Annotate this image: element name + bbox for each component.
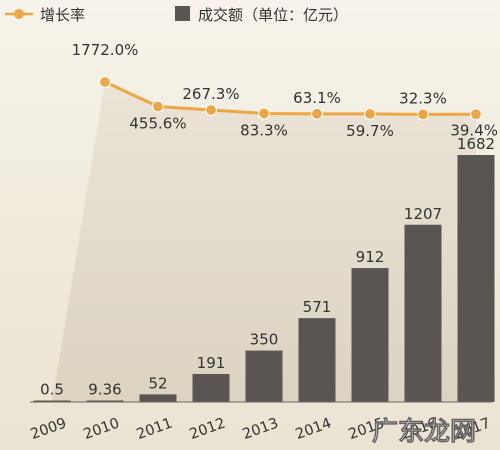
growth-dot-2017 xyxy=(469,108,483,121)
bar-label-2014: 571 xyxy=(303,298,332,316)
bar-label-2010: 9.36 xyxy=(88,381,121,399)
growth-label-2015: 59.7% xyxy=(346,122,394,140)
bar-label-2012: 191 xyxy=(197,354,226,372)
legend-item-growth: 增长率 xyxy=(5,6,85,24)
growth-label-2016: 32.3% xyxy=(399,89,447,107)
bar-labels: 0.5 9.36 52 191 350 571 912 1207 1682 xyxy=(40,135,495,399)
growth-dot-2011 xyxy=(151,100,165,113)
legend-growth-label: 增长率 xyxy=(40,6,85,24)
legend-dot-swatch xyxy=(14,9,24,19)
growth-dot-2016 xyxy=(416,108,430,121)
bars xyxy=(33,155,495,402)
legend: 增长率 成交额（单位：亿元） xyxy=(5,6,348,24)
growth-label-2013: 83.3% xyxy=(240,121,288,139)
bar-2013 xyxy=(245,350,283,402)
bar-label-2017: 1682 xyxy=(457,135,495,153)
bar-2010 xyxy=(86,400,124,402)
bar-2011 xyxy=(139,394,177,402)
growth-dot-2013 xyxy=(257,107,271,120)
legend-item-volume: 成交额（单位：亿元） xyxy=(175,6,348,24)
growth-dot-2010 xyxy=(98,75,112,89)
growth-label-2017: 39.4% xyxy=(450,121,498,139)
growth-line xyxy=(104,80,477,116)
legend-volume-label: 成交额（单位：亿元） xyxy=(198,6,348,24)
bar-label-2015: 912 xyxy=(356,248,385,266)
watermark: 广东龙网 xyxy=(372,416,476,447)
legend-bar-swatch xyxy=(175,6,190,21)
bar-2009 xyxy=(33,400,71,402)
bar-2015 xyxy=(351,268,389,402)
bar-label-2016: 1207 xyxy=(404,205,442,223)
bar-2014 xyxy=(298,318,336,402)
growth-label-2012: 267.3% xyxy=(182,85,239,103)
bar-label-2009: 0.5 xyxy=(40,381,64,399)
growth-label-2010: 1772.0% xyxy=(72,41,139,59)
bar-2016 xyxy=(404,224,442,402)
growth-dot-2014 xyxy=(310,107,324,120)
bar-2017 xyxy=(457,155,495,402)
growth-dot-2015 xyxy=(363,107,377,120)
growth-label-2011: 455.6% xyxy=(129,115,186,133)
bar-2012 xyxy=(192,373,230,402)
bar-label-2011: 52 xyxy=(148,374,167,392)
growth-label-2014: 63.1% xyxy=(293,89,341,107)
bar-label-2013: 350 xyxy=(250,331,279,349)
growth-labels: 1772.0% 455.6% 267.3%83.3% 63.1% 59.7% 32.3%3… xyxy=(72,41,498,140)
growth-dots xyxy=(98,75,483,121)
growth-dot-2012 xyxy=(204,103,218,117)
